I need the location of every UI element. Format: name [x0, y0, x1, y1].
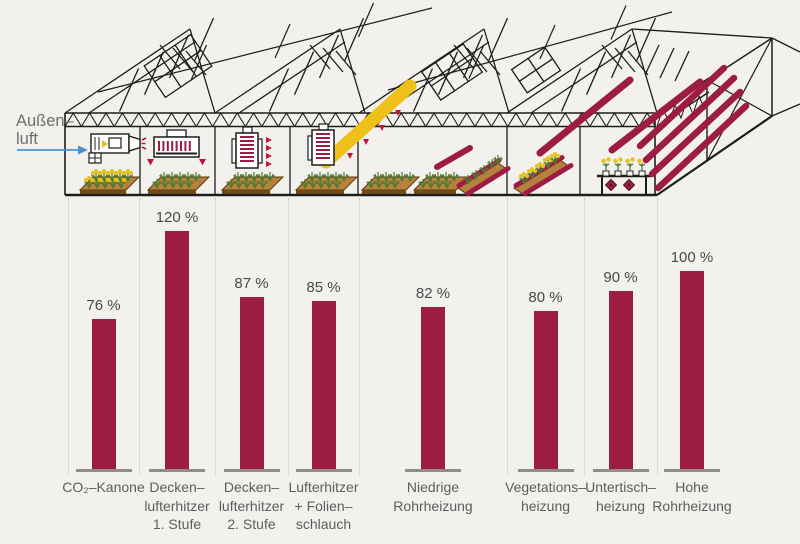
bar-baseline: [75, 469, 132, 472]
ceiling-air-heater-1-icon: [147, 129, 206, 166]
bar-category-label: Vegetations– heizung: [505, 479, 586, 514]
bar: [165, 231, 189, 469]
section-ceiling-air-heater-stage2: [220, 126, 285, 194]
bar-baseline: [592, 469, 649, 472]
plant-bed: [360, 172, 421, 194]
outside-air-arrow: Außen– luft: [16, 112, 88, 155]
bar-category-label: Decken– lufterhitzer 2. Stufe: [218, 479, 285, 532]
foil-tube-icon: [319, 79, 417, 169]
bar-baseline: [223, 469, 280, 472]
bar-baseline: [149, 469, 205, 472]
roof-window-grid: [510, 46, 562, 94]
plant-bed: [78, 169, 141, 194]
roof: [64, 2, 800, 117]
bar-category-label: Niedrige Rohrheizung: [393, 479, 473, 514]
bar: [533, 311, 558, 469]
low-pipe-heating-icon: [434, 145, 511, 196]
bar-value-label: 87 %: [234, 275, 269, 292]
vegetation-heating-icon: [513, 76, 634, 196]
outside-air-label-line1: Außen–: [16, 112, 75, 130]
bar: [91, 319, 116, 469]
air-heater-icon: [307, 123, 335, 166]
floating-pipe-icon: [434, 145, 473, 170]
bar: [421, 307, 445, 469]
section-co2-cannon: Außen– luft: [16, 112, 147, 194]
high-pipe-heating-icon: [636, 64, 750, 192]
plant-bed: [294, 172, 359, 194]
section-vegetation-heating: [513, 76, 634, 196]
bar-baseline: [517, 469, 574, 472]
bar: [311, 301, 336, 469]
section-ceiling-air-heater-stage1: [146, 129, 211, 194]
bar-baseline: [295, 469, 352, 472]
section-under-table-heating: [597, 78, 704, 194]
section-air-heater-foil-tube: [294, 79, 417, 194]
section-low-pipe-heating: [360, 145, 511, 196]
bar-value-label: 85 %: [306, 279, 341, 296]
roof-window-grid: [143, 33, 213, 99]
bar-value-label: 120 %: [155, 209, 199, 226]
co2-cannon-icon: [88, 133, 147, 164]
plant-bed: [146, 172, 211, 194]
section-high-pipe-heating: [636, 64, 750, 192]
bar-category-label: Untertisch– heizung: [585, 479, 656, 514]
bar-value-label: 82 %: [415, 285, 451, 302]
bar-value-label: 90 %: [603, 269, 638, 286]
bar: [680, 271, 704, 469]
bar-category-label: Decken– lufterhitzer 1. Stufe: [144, 479, 210, 532]
high-pipe-icon: [608, 78, 704, 154]
column-separator: [68, 198, 69, 476]
bar-value-label: 80 %: [528, 289, 563, 306]
column-separator: [288, 198, 289, 476]
plant-bed: [220, 172, 285, 194]
arrow-head-icon: [78, 145, 88, 155]
column-separator: [657, 198, 658, 476]
roof-back-lines: [97, 2, 673, 93]
bar-category-label: CO₂–Kanone: [62, 479, 145, 495]
bar-category-label: Lufterhitzer + Folien– schlauch: [288, 479, 359, 532]
roof-ridge-line: [631, 28, 800, 117]
column-separator: [139, 198, 140, 476]
column-separator: [507, 198, 508, 476]
outside-air-label-line2: luft: [16, 130, 38, 148]
column-separator: [215, 198, 216, 476]
high-pipe-icon: [536, 76, 634, 157]
under-table-heating-icon: [597, 78, 704, 194]
front-wall: [64, 113, 657, 197]
bar-category-label: Hohe Rohrheizung: [652, 479, 732, 514]
pipe-cross-section-icon: [604, 178, 636, 192]
roof-window-grid: [420, 43, 484, 101]
bar-value-label: 100 %: [670, 249, 714, 266]
ceiling-air-heater-2-icon: [231, 126, 272, 169]
column-separator: [584, 198, 585, 476]
bar: [239, 297, 264, 469]
plant-bed: [412, 172, 471, 194]
bar-baseline: [405, 469, 461, 472]
bar-value-label: 76 %: [86, 297, 121, 314]
bar-baseline: [664, 469, 720, 472]
bar: [608, 291, 633, 469]
roof-glazing-lines: [64, 17, 690, 114]
column-separator: [359, 198, 360, 476]
